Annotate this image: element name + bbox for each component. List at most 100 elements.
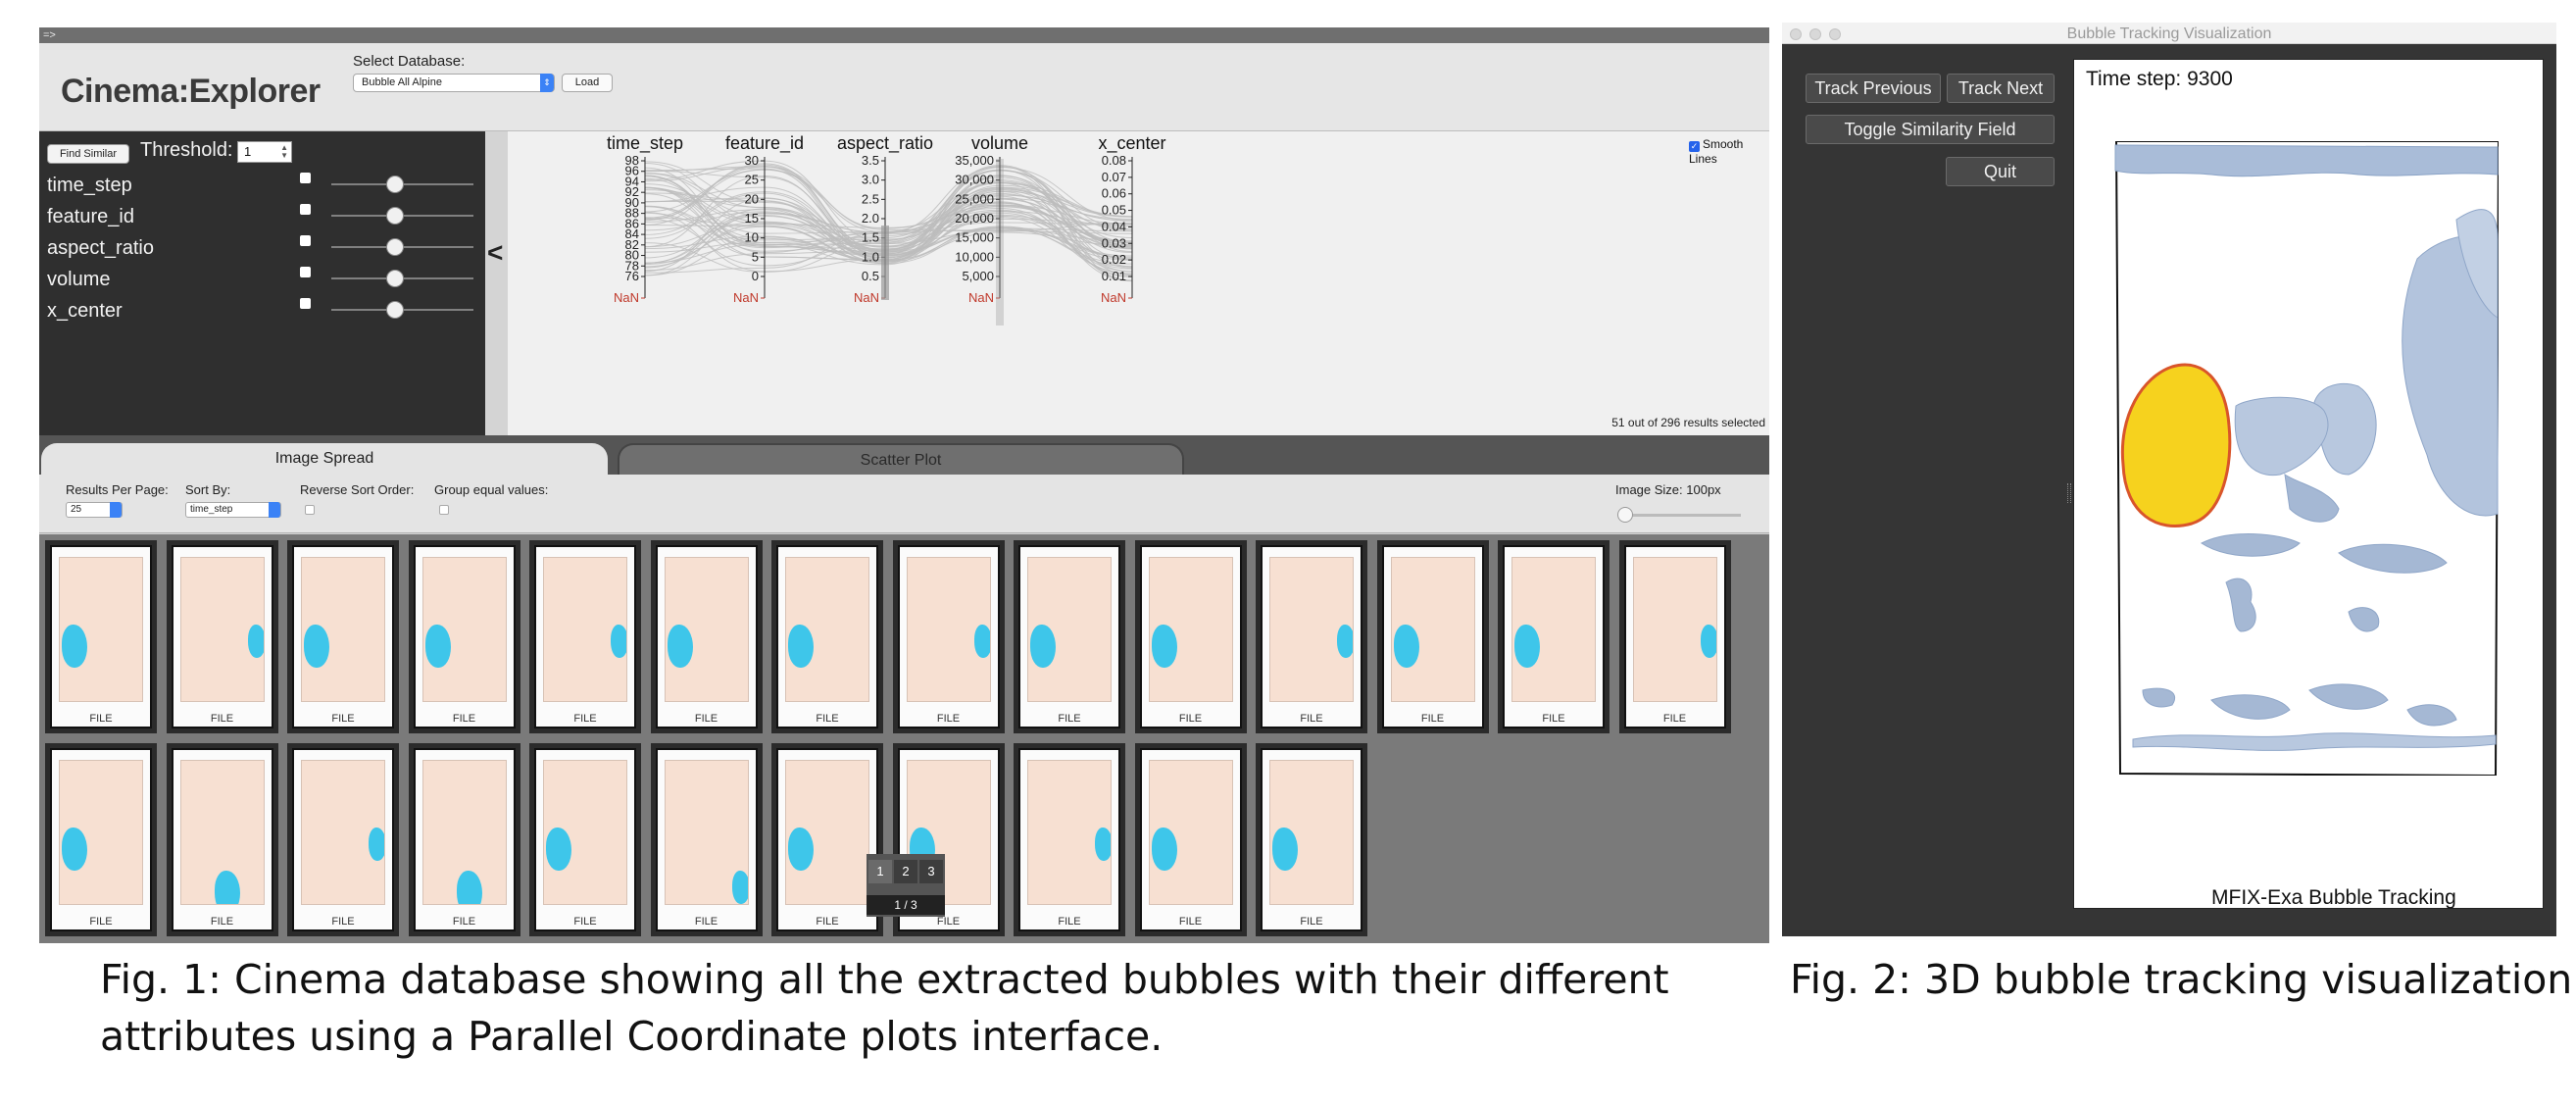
file-label: FILE xyxy=(1058,713,1081,725)
axis-brush[interactable] xyxy=(996,159,1004,326)
image-card[interactable]: FILE xyxy=(1498,540,1610,733)
bubble-thumbnail xyxy=(301,760,385,905)
image-card[interactable]: FILE xyxy=(408,540,520,733)
axis-brush[interactable] xyxy=(881,226,889,300)
image-card[interactable]: FILE xyxy=(166,540,278,733)
image-card[interactable]: FILE xyxy=(1256,743,1367,936)
image-card[interactable]: FILE xyxy=(529,743,641,936)
attribute-checkbox[interactable] xyxy=(300,267,311,277)
tick-label: 84 xyxy=(625,226,639,241)
image-card[interactable]: FILE xyxy=(771,540,883,733)
minimize-window-icon[interactable] xyxy=(1809,28,1821,40)
image-card[interactable]: FILE xyxy=(771,743,883,936)
results-per-page-select[interactable]: 25 xyxy=(66,502,123,518)
page-button[interactable]: 2 xyxy=(894,860,917,883)
image-card[interactable]: FILE xyxy=(45,540,157,733)
image-card[interactable]: FILE xyxy=(892,540,1005,733)
attribute-checkbox[interactable] xyxy=(300,298,311,309)
image-card[interactable]: FILE xyxy=(287,540,399,733)
tab-image-spread[interactable]: Image Spread xyxy=(41,443,608,477)
attribute-slider-knob[interactable] xyxy=(386,270,405,287)
tick-label: 0.01 xyxy=(1102,269,1126,283)
attribute-checkbox[interactable] xyxy=(300,204,311,215)
image-card[interactable]: FILE xyxy=(1014,540,1125,733)
3d-render-view[interactable]: Time step: 9300 MFIX-Exa Bu xyxy=(2073,59,2544,909)
file-label: FILE xyxy=(1178,916,1203,928)
image-card[interactable]: FILE xyxy=(1014,743,1125,936)
splitter-handle[interactable] xyxy=(2067,483,2071,503)
image-card[interactable]: FILE xyxy=(45,743,157,936)
page-button[interactable]: 3 xyxy=(919,860,943,883)
image-frame: FILE xyxy=(171,545,273,728)
image-card[interactable]: FILE xyxy=(166,743,278,936)
file-label: FILE xyxy=(1662,713,1687,725)
attribute-name: time_step xyxy=(47,175,132,196)
tick-label: 94 xyxy=(625,174,639,188)
collapse-panel-button[interactable]: < xyxy=(487,237,504,268)
file-label: FILE xyxy=(331,916,355,928)
reverse-sort-checkbox[interactable] xyxy=(305,505,315,515)
bubble-thumbnail xyxy=(179,557,265,702)
image-card[interactable]: FILE xyxy=(650,743,763,936)
image-size-slider-knob[interactable] xyxy=(1617,507,1633,523)
image-card[interactable]: FILE xyxy=(650,540,763,733)
attribute-checkbox[interactable] xyxy=(300,173,311,183)
bubble-shape xyxy=(424,625,451,668)
tick-label: 98 xyxy=(625,153,639,168)
image-frame: FILE xyxy=(1018,545,1120,728)
image-card[interactable]: FILE xyxy=(1618,540,1731,733)
threshold-input[interactable]: 1 ▲ ▼ xyxy=(237,141,292,163)
bubble-shape xyxy=(1393,625,1419,668)
bubble-thumbnail xyxy=(1511,557,1596,702)
image-size-slider[interactable] xyxy=(1618,514,1741,517)
data-polyline xyxy=(644,190,1133,273)
attribute-slider-knob[interactable] xyxy=(386,176,405,193)
bubble-thumbnail xyxy=(1632,557,1717,702)
spinner-icon[interactable]: ▲ ▼ xyxy=(280,143,288,160)
nan-label: NaN xyxy=(614,290,639,305)
attribute-slider-knob[interactable] xyxy=(386,207,405,225)
attribute-slider-knob[interactable] xyxy=(386,301,405,319)
bubble-thumbnail xyxy=(59,760,143,905)
tick-label: 10 xyxy=(745,230,759,245)
image-card[interactable]: FILE xyxy=(1134,540,1247,733)
image-card[interactable]: FILE xyxy=(1376,540,1489,733)
track-next-button[interactable]: Track Next xyxy=(1947,74,2055,103)
track-previous-button[interactable]: Track Previous xyxy=(1806,74,1941,103)
sort-by-select[interactable]: time_step xyxy=(185,502,281,518)
tick-label: 92 xyxy=(625,184,639,199)
attribute-checkbox[interactable] xyxy=(300,235,311,246)
find-similar-button[interactable]: Find Similar xyxy=(47,144,129,164)
parallel-coordinates-plot[interactable]: time_step 98 96 94 92 90 88 86 84 82 80 78 76 NaN feat… xyxy=(508,131,1769,435)
image-card[interactable]: FILE xyxy=(1256,540,1367,733)
view-tabbar: Image Spread Scatter Plot xyxy=(39,435,1769,477)
tab-scatter-plot[interactable]: Scatter Plot xyxy=(618,443,1184,477)
maximize-window-icon[interactable] xyxy=(1829,28,1841,40)
tick-label: 90 xyxy=(625,195,639,210)
image-card[interactable]: FILE xyxy=(408,743,520,936)
tick-label: 82 xyxy=(625,237,639,252)
database-select-value: Bubble All Alpine xyxy=(362,76,442,88)
bubble-shape xyxy=(1030,625,1056,668)
image-card[interactable]: FILE xyxy=(287,743,399,936)
checkbox-checked-icon[interactable]: ✓ xyxy=(1689,141,1700,152)
attribute-slider-knob[interactable] xyxy=(386,238,405,256)
attribute-name: aspect_ratio xyxy=(47,237,154,259)
database-select[interactable]: Bubble All Alpine ⇕ xyxy=(353,74,555,92)
image-frame: FILE xyxy=(1261,545,1362,728)
bubble-shape xyxy=(1151,625,1177,668)
tick-label: 0.07 xyxy=(1102,170,1126,184)
group-equal-checkbox[interactable] xyxy=(439,505,449,515)
smooth-lines-toggle[interactable]: ✓ Smooth Lines xyxy=(1689,137,1769,166)
image-card[interactable]: FILE xyxy=(1134,743,1247,936)
image-size-label: Image Size: 100px xyxy=(1615,482,1721,497)
page-button[interactable]: 1 xyxy=(868,860,892,883)
close-window-icon[interactable] xyxy=(1790,28,1802,40)
quit-button[interactable]: Quit xyxy=(1946,157,2055,186)
bubble xyxy=(2338,543,2448,574)
image-card[interactable]: FILE xyxy=(529,540,641,733)
load-button[interactable]: Load xyxy=(562,74,613,92)
group-equal-label: Group equal values: xyxy=(434,482,549,497)
attribute-row: aspect_ratio xyxy=(47,235,478,263)
toggle-similarity-field-button[interactable]: Toggle Similarity Field xyxy=(1806,115,2055,144)
